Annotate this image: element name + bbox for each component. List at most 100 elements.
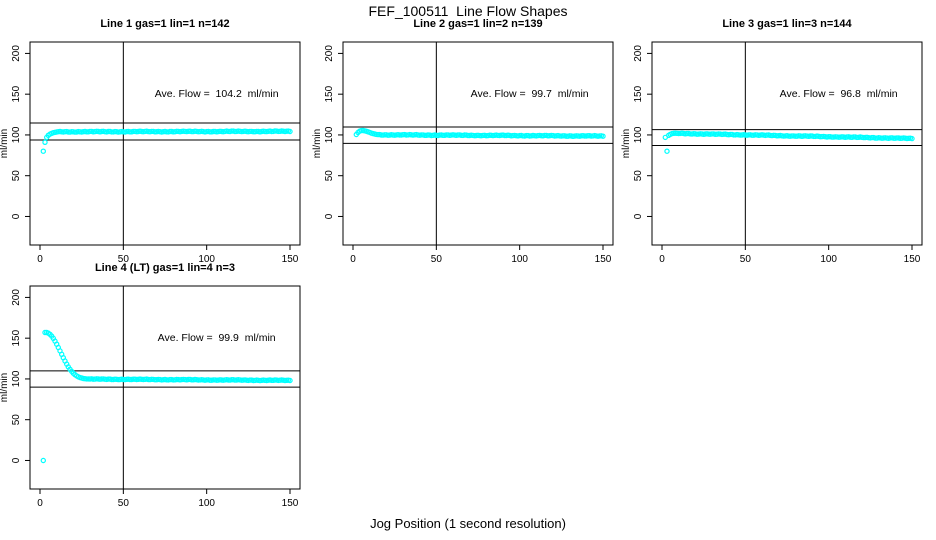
data-point <box>287 128 293 135</box>
data-point <box>105 128 112 135</box>
data-point <box>42 329 48 336</box>
panel-title: Line 2 gas=1 lin=2 n=139 <box>413 18 543 30</box>
y-axis-label: ml/min <box>312 129 323 158</box>
x-tick-label: 100 <box>820 254 837 265</box>
ave-flow-annotation: Ave. Flow = 104.2 ml/min <box>154 88 279 101</box>
plot-box <box>29 41 301 246</box>
data-point <box>749 132 755 138</box>
x-tick-label: 50 <box>118 254 130 265</box>
plot-canvas: 0 50 100 150 0 50 100 150 200 ml/min <box>0 41 301 265</box>
y-tick-label: 100 <box>633 126 644 143</box>
y-tick-label: 200 <box>11 289 22 306</box>
data-point <box>167 376 173 383</box>
y-tick-label: 200 <box>633 45 644 62</box>
plot-canvas: 0 50 100 150 0 50 100 150 200 ml/min <box>312 41 614 265</box>
data-point <box>207 129 213 135</box>
x-tick-label: 150 <box>904 254 921 265</box>
x-tick-label: 50 <box>118 498 130 509</box>
data-point <box>375 131 381 138</box>
data-point <box>247 128 253 135</box>
x-tick-label: 150 <box>282 498 299 509</box>
data-point <box>167 128 173 135</box>
data-point <box>40 457 47 464</box>
x-tick-label: 150 <box>595 254 612 265</box>
data-point <box>127 129 133 135</box>
data-point <box>130 376 136 382</box>
panel-title: Line 4 (LT) gas=1 lin=4 n=3 <box>94 262 236 274</box>
panel-title: Line 3 gas=1 lin=3 n=144 <box>722 18 852 30</box>
data-point <box>207 377 213 383</box>
y-tick-label: 150 <box>633 85 644 102</box>
y-tick-label: 150 <box>11 329 22 346</box>
y-tick-label: 0 <box>11 213 22 219</box>
x-tick-label: 50 <box>431 254 443 265</box>
x-tick-label: 0 <box>37 254 43 265</box>
data-point <box>727 131 734 138</box>
data-point <box>42 139 48 146</box>
plot-canvas: 0 50 100 150 0 50 100 150 200 ml/min <box>0 285 301 509</box>
data-point <box>869 134 875 141</box>
data-point <box>872 135 878 141</box>
data-point <box>40 148 47 154</box>
data-point <box>560 133 566 139</box>
y-tick-label: 200 <box>324 45 335 62</box>
data-point <box>829 134 835 140</box>
plot-canvas: 0 50 100 150 0 50 100 150 200 ml/min <box>621 41 923 265</box>
x-axis-title: Jog Position (1 second resolution) <box>370 516 566 531</box>
y-tick-label: 100 <box>324 126 335 143</box>
ave-flow-annotation: Ave. Flow = 99.9 ml/min <box>157 332 276 345</box>
y-axis-label: ml/min <box>0 129 10 158</box>
data-point <box>909 135 915 142</box>
x-tick-label: 0 <box>350 254 356 265</box>
data-point <box>585 132 591 139</box>
figure-title: FEF_100511 Line Flow Shapes <box>368 3 568 19</box>
panel-title: Line 1 gas=1 lin=1 n=142 <box>100 18 230 30</box>
y-tick-label: 100 <box>11 370 22 387</box>
data-point <box>127 376 133 383</box>
data-point <box>807 133 813 139</box>
plot-box <box>651 41 923 246</box>
data-point <box>684 130 690 137</box>
y-tick-label: 50 <box>11 170 22 182</box>
y-tick-label: 200 <box>11 45 22 62</box>
x-tick-label: 0 <box>37 498 43 509</box>
y-tick-label: 50 <box>324 170 335 182</box>
y-axis-label: ml/min <box>621 129 632 158</box>
y-tick-label: 0 <box>324 213 335 219</box>
data-point <box>709 131 715 137</box>
data-point <box>418 132 425 138</box>
y-tick-label: 150 <box>324 85 335 102</box>
data-point <box>789 133 795 139</box>
y-tick-label: 150 <box>11 85 22 102</box>
y-tick-label: 50 <box>11 414 22 426</box>
data-point <box>210 377 216 383</box>
data-point <box>130 128 136 135</box>
x-tick-label: 0 <box>659 254 665 265</box>
data-point <box>664 148 670 154</box>
data-point <box>523 132 529 139</box>
x-tick-label: 100 <box>198 254 215 265</box>
data-point <box>563 133 569 139</box>
ave-flow-annotation: Ave. Flow = 96.8 ml/min <box>779 88 898 101</box>
y-tick-label: 0 <box>11 457 22 463</box>
ave-flow-annotation: Ave. Flow = 99.7 ml/min <box>470 88 589 101</box>
x-tick-label: 50 <box>740 254 752 265</box>
y-tick-label: 50 <box>633 170 644 182</box>
data-point <box>247 377 253 383</box>
data-point <box>152 376 158 383</box>
x-tick-label: 150 <box>282 254 299 265</box>
data-point <box>600 133 606 139</box>
x-tick-label: 100 <box>511 254 528 265</box>
data-point <box>210 128 216 135</box>
data-point <box>250 128 256 135</box>
x-tick-label: 100 <box>198 498 215 509</box>
y-tick-label: 0 <box>633 213 644 219</box>
data-point <box>440 132 446 139</box>
y-tick-label: 100 <box>11 126 22 143</box>
data-point <box>465 132 471 139</box>
data-point <box>287 377 293 384</box>
data-point <box>87 128 93 135</box>
y-axis-label: ml/min <box>0 373 10 402</box>
data-point <box>105 376 112 382</box>
